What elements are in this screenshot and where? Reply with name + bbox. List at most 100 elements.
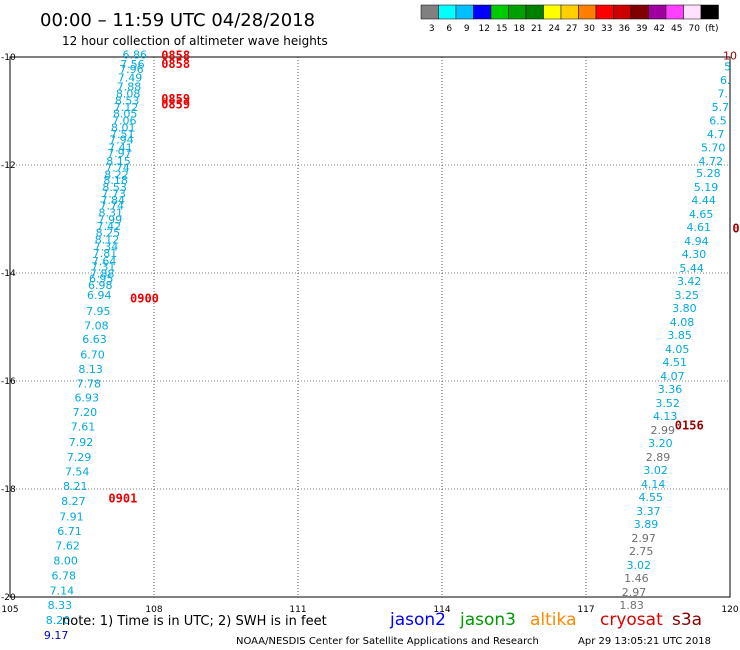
wave-height-label: 2.75 xyxy=(629,545,654,558)
colorbar-swatch xyxy=(648,4,667,20)
footer-credit: NOAA/NESDIS Center for Satellite Applica… xyxy=(236,636,539,647)
wave-height-label: 7.91 xyxy=(59,510,84,523)
wave-height-label: 5.7 xyxy=(712,101,730,114)
wave-height-label: 7.41 xyxy=(108,142,133,155)
wave-height-label: 5.28 xyxy=(696,167,721,180)
wave-height-label: 8.21 xyxy=(63,480,88,493)
wave-height-label: 4.61 xyxy=(687,221,712,234)
wave-height-label: 7. xyxy=(718,88,729,101)
colorbar-swatch xyxy=(630,4,649,20)
legend-item-altika: altika xyxy=(530,610,577,630)
wave-height-label: 4.72 xyxy=(699,155,724,168)
wave-height-label: 4.13 xyxy=(653,410,678,423)
wave-height-label: 7.73 xyxy=(101,187,126,200)
wave-height-label: 4.65 xyxy=(689,208,714,221)
x-tick-label: 111 xyxy=(289,605,306,615)
wave-height-label: 7.49 xyxy=(118,71,143,84)
wave-height-label: 3.36 xyxy=(658,383,683,396)
wave-height-label: 7.56 xyxy=(120,58,145,71)
pass-time-label: 0156 xyxy=(675,419,704,433)
wave-height-label: 4.05 xyxy=(665,343,690,356)
wave-height-label: 7.20 xyxy=(73,406,98,419)
wave-height-label: 3.20 xyxy=(648,437,673,450)
wave-height-label: 6.70 xyxy=(80,348,105,361)
colorbar-swatch xyxy=(578,4,597,20)
pass-time-label: 0858 xyxy=(161,57,190,71)
colorbar-swatch xyxy=(683,4,702,20)
colorbar-tick-label: 24 xyxy=(549,24,561,34)
wave-height-label: 4.30 xyxy=(682,248,707,261)
footer-timestamp: Apr 29 13:05:21 UTC 2018 xyxy=(578,636,711,647)
wave-height-label: 7.42 xyxy=(97,220,122,233)
wave-height-label: 3.52 xyxy=(655,397,680,410)
wave-height-label: 2.97 xyxy=(631,532,656,545)
wave-height-label: 5.70 xyxy=(701,142,726,155)
wave-height-label: 7.62 xyxy=(55,539,80,552)
legend-item-cryosat: cryosat xyxy=(600,610,663,630)
wave-height-label: 7.88 xyxy=(90,267,115,280)
wave-height-label: 8.25 xyxy=(96,226,121,239)
wave-height-label: 4.94 xyxy=(684,235,709,248)
wave-height-label: 7.08 xyxy=(84,320,109,333)
colorbar-tick-label: 27 xyxy=(566,24,577,34)
colorbar-tick-label: 30 xyxy=(584,24,596,34)
wave-height-label: 4.51 xyxy=(663,356,688,369)
pass-time-label: 0901 xyxy=(108,492,137,506)
y-tick-label: -12 xyxy=(1,161,16,171)
wave-height-label: 9.17 xyxy=(44,629,69,642)
wave-height-label: 3.25 xyxy=(675,289,700,302)
wave-height-label: 3.80 xyxy=(672,302,697,315)
colorbar-tick-label: 3 xyxy=(429,24,435,34)
legend-item-s3a: s3a xyxy=(672,610,702,630)
chart-title: 00:00 – 11:59 UTC 04/28/2018 xyxy=(40,10,315,31)
wave-height-label: 7.06 xyxy=(112,115,137,128)
colorbar-swatch xyxy=(543,4,562,20)
chart-subtitle: 12 hour collection of altimeter wave hei… xyxy=(62,34,328,48)
wave-height-label: 7.54 xyxy=(65,466,90,479)
wave-height-label: 8.53 xyxy=(102,181,127,194)
x-tick-label: 108 xyxy=(145,605,162,615)
y-tick-label: -14 xyxy=(1,269,16,279)
wave-height-label: 7.95 xyxy=(86,305,111,318)
pass-time-label: 0858 xyxy=(161,49,190,63)
y-tick-label: -20 xyxy=(1,593,16,603)
colorbar-tick-label: 33 xyxy=(601,24,612,34)
colorbar-tick-label: 70 xyxy=(689,24,701,34)
wave-height-label: 8.00 xyxy=(53,555,78,568)
wave-height-label: 8.13 xyxy=(78,363,103,376)
colorbar-tick-label: 6 xyxy=(446,24,452,34)
wave-height-label: 4.07 xyxy=(660,370,685,383)
wave-height-label: 7.78 xyxy=(76,377,101,390)
wave-height-label: 7.34 xyxy=(94,240,119,253)
wave-height-label: 8.53 xyxy=(115,95,140,108)
wave-height-label: 6.78 xyxy=(52,570,77,583)
footer-note: note: 1) Time is in UTC; 2) SWH is in fe… xyxy=(62,614,327,629)
wave-height-label: 3.85 xyxy=(667,329,692,342)
wave-height-label: 7.29 xyxy=(67,451,92,464)
wave-height-label: 8.05 xyxy=(113,107,138,120)
wave-height-label: 6.63 xyxy=(82,333,107,346)
wave-height-label: 7.94 xyxy=(109,133,134,146)
wave-height-label: 3.37 xyxy=(636,505,661,518)
colorbar-tick-label: 9 xyxy=(464,24,470,34)
wave-height-values: 6.867.567.967.497.888.088.537.128.057.06… xyxy=(44,49,737,642)
colorbar-swatch xyxy=(420,4,439,20)
wave-height-label: 8.18 xyxy=(103,174,128,187)
colorbar-swatch xyxy=(665,4,684,20)
pass-time-label: 0 xyxy=(732,222,739,236)
wave-height-label: 2.99 xyxy=(651,424,676,437)
colorbar-swatch xyxy=(438,4,457,20)
wave-height-label: 4.08 xyxy=(670,316,695,329)
legend-item-jason3: jason3 xyxy=(459,610,516,630)
wave-height-label: 7.12 xyxy=(114,101,139,114)
y-tick-label: -18 xyxy=(1,485,16,495)
wave-height-label: 8.27 xyxy=(61,495,86,508)
wave-height-label: 7.61 xyxy=(71,421,96,434)
wave-height-label: 8.01 xyxy=(111,122,136,135)
wave-height-label: 5 xyxy=(724,61,731,74)
colorbar-tick-label: 12 xyxy=(479,24,490,34)
wave-height-label: 6.86 xyxy=(123,49,148,62)
satellite-legend: jason2 jason3 altika cryosat s3a xyxy=(389,610,702,630)
pass-time-label: 0900 xyxy=(130,292,159,306)
wave-height-label: 8.08 xyxy=(116,88,141,101)
